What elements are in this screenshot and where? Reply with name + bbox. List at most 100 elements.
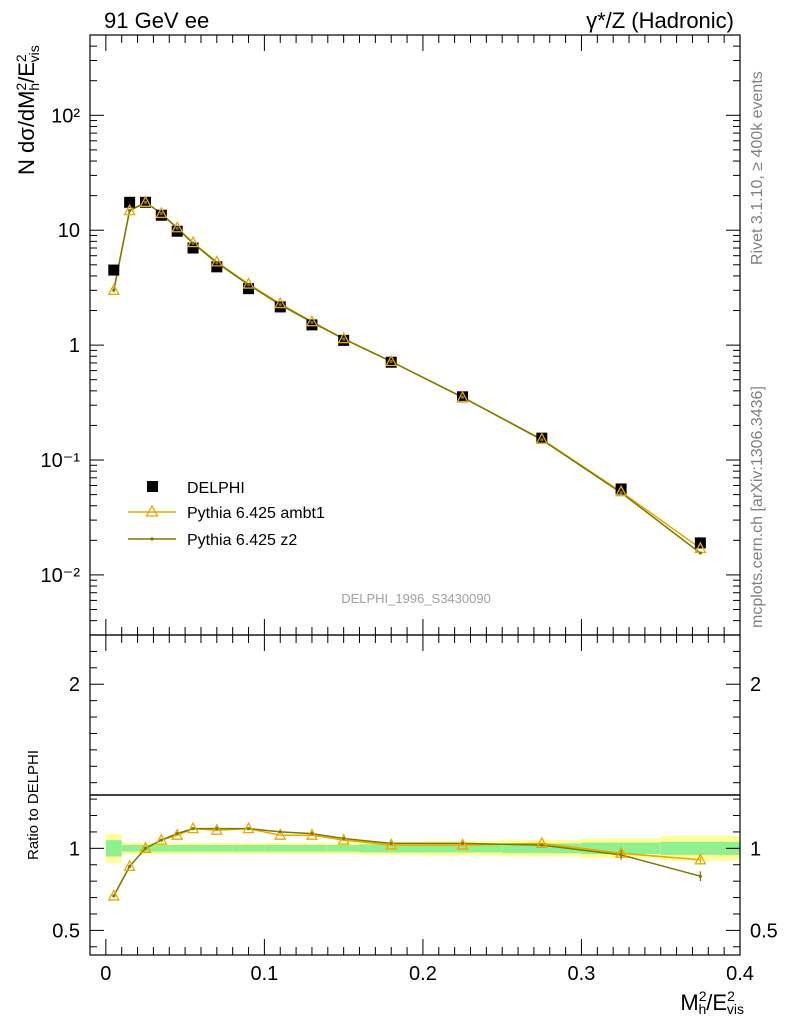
main-y-tick-labels: 10⁻² 10⁻¹ 1 10 10² <box>41 105 81 587</box>
z2-point <box>143 200 148 204</box>
ratio-z2-point <box>246 827 251 831</box>
ratio-band-inner <box>502 843 582 854</box>
ratio-y-axis-label: Ratio to DELPHI <box>25 750 42 860</box>
ambt1-point <box>139 195 152 207</box>
z2-point <box>389 359 393 364</box>
ratio-band-inner <box>200 845 233 852</box>
ratio-z2-point <box>215 827 219 831</box>
ratio-band-inner <box>327 845 360 852</box>
ratio-ambt1-point <box>274 828 287 840</box>
ambt1-point <box>123 203 136 216</box>
x-tick-label: 0.2 <box>409 963 437 985</box>
ratio-band-inner <box>296 845 328 852</box>
ratio-ambt1-point <box>107 889 120 901</box>
ratio-y-tick-label: 1 <box>69 838 80 860</box>
ratio-z2-point <box>389 841 393 846</box>
ratio-ambt1-point <box>139 841 152 853</box>
legend-delphi-marker <box>147 481 158 492</box>
ratio-ambt1-point <box>456 838 469 850</box>
legend-z2-label: Pythia 6.425 z2 <box>187 532 297 549</box>
ratio-panel: 0.5 0.5 1 1 2 2 0 0.1 0.2 0.3 0.4 <box>52 634 778 985</box>
z2-point <box>278 303 282 307</box>
delphi-point <box>615 483 627 495</box>
ambt1-point <box>385 354 398 367</box>
ratio-band-inner <box>185 845 201 852</box>
ambt1-point <box>535 432 548 444</box>
ambt1-point <box>305 314 319 327</box>
z2-point <box>128 209 132 213</box>
ratio-y-tick-label-right: 1 <box>750 838 761 860</box>
main-points <box>107 195 707 555</box>
legend-delphi-label: DELPHI <box>187 480 245 497</box>
main-ticks <box>90 34 741 636</box>
legend-z2-marker <box>150 537 154 541</box>
x-tick-label: 0.3 <box>568 963 596 985</box>
ratio-z2-point <box>310 831 314 836</box>
ambt1-point <box>615 484 628 497</box>
ambt1-point <box>210 255 223 267</box>
ratio-z2-point <box>342 836 346 841</box>
ratio-z2-point <box>278 830 282 834</box>
ratio-ambt1-point <box>171 828 184 840</box>
ratio-band-inner <box>359 844 423 853</box>
main-y-tick-label: 10⁻¹ <box>41 450 81 472</box>
main-y-tick-label: 1 <box>69 335 80 357</box>
delphi-point <box>211 261 223 273</box>
ratio-ambt1-point <box>337 833 350 845</box>
ratio-z2-point <box>191 827 195 831</box>
ratio-frame <box>89 634 741 956</box>
ratio-y-tick-label-right: 2 <box>750 674 761 696</box>
header-left: 91 GeV ee <box>104 8 209 33</box>
delphi-point <box>306 319 318 331</box>
ambt1-point <box>337 331 350 344</box>
ratio-y-tick-labels: 0.5 0.5 1 1 2 2 <box>52 674 778 942</box>
delphi-point <box>108 264 120 276</box>
ratio-band-inner <box>169 845 186 852</box>
delphi-point <box>187 242 199 254</box>
z2-point <box>112 288 116 292</box>
legend-ambt1-label: Pythia 6.425 ambt1 <box>187 505 325 522</box>
ratio-ambt1-point <box>694 852 707 865</box>
analysis-watermark: DELPHI_1996_S3430090 <box>341 591 491 606</box>
z2-point <box>191 241 195 245</box>
ratio-z2-point <box>159 838 163 842</box>
rivet-label: Rivet 3.1.10, ≥ 400k events <box>749 71 766 265</box>
main-y-axis-label: N dσ/dM2h/E2vis <box>13 45 42 175</box>
z2-point <box>540 438 544 442</box>
ratio-ambt1-point <box>155 833 168 845</box>
ratio-z2-point <box>460 841 465 846</box>
ambt1-point <box>242 277 255 289</box>
ratio-band-inner <box>232 845 265 852</box>
z2-point <box>619 491 623 495</box>
ratio-y-tick-label: 2 <box>69 674 80 696</box>
ratio-band-inner <box>121 845 138 852</box>
x-axis-label: M2 h/E2 vis <box>680 988 744 1017</box>
z2-point <box>460 395 465 399</box>
main-y-tick-label: 10 <box>58 220 80 242</box>
delphi-point <box>155 209 167 221</box>
ratio-z2-point <box>143 846 148 850</box>
z2-point <box>698 551 702 555</box>
main-panel: 10⁻² 10⁻¹ 1 10 10² <box>41 34 741 636</box>
ratio-z2-curve <box>113 827 701 897</box>
ambt1-point <box>274 296 287 309</box>
ambt1-point <box>456 390 469 403</box>
ambt1-point <box>107 283 120 295</box>
ratio-ambt1-point <box>210 823 223 835</box>
ratio-ambt1-point <box>535 836 548 849</box>
ratio-band-inner <box>153 845 170 852</box>
delphi-point <box>536 432 548 444</box>
z2-point <box>175 226 179 230</box>
x-tick-label: 0 <box>100 963 111 985</box>
ratio-ambt1-point <box>123 859 136 872</box>
ratio-band-inner <box>660 841 740 855</box>
main-curves <box>113 201 701 554</box>
x-tick-label: 0.1 <box>250 963 278 985</box>
ratio-z2-point <box>112 894 116 898</box>
main-y-tick-label: 10⁻² <box>41 565 81 587</box>
ratio-z2-point <box>175 831 179 836</box>
z2-point <box>215 261 219 265</box>
ratio-band-inner <box>105 840 122 857</box>
legend-ambt1-marker <box>145 504 159 517</box>
